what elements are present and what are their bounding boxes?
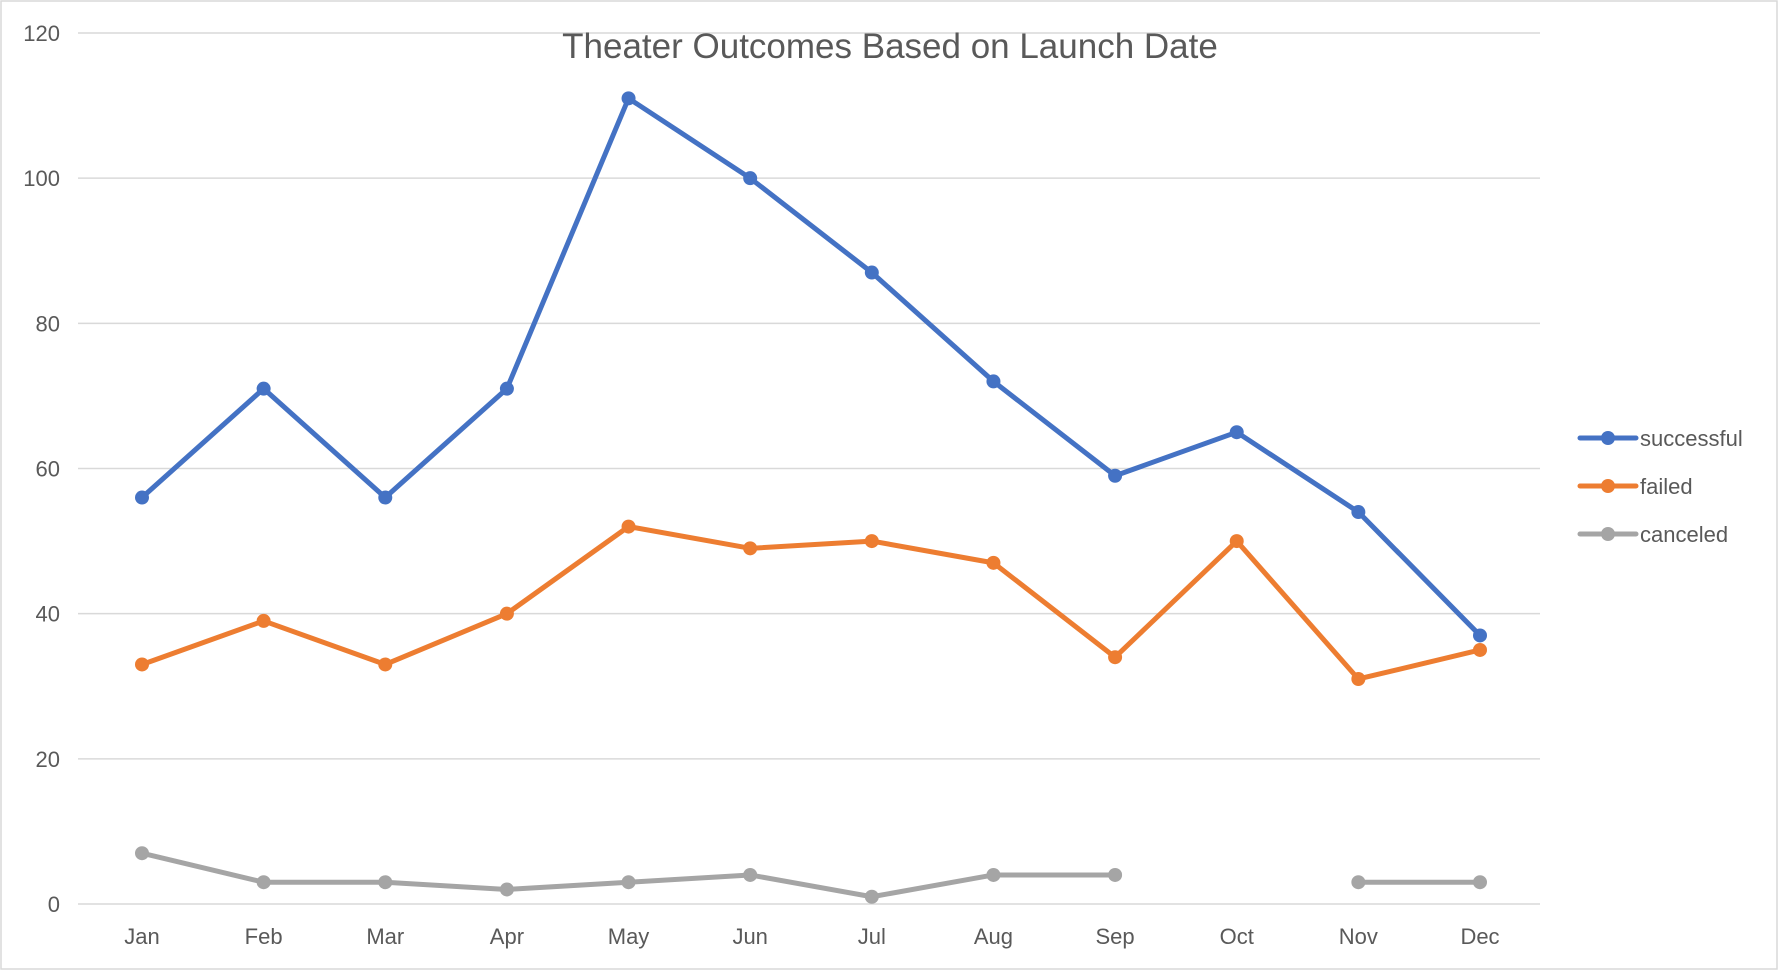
data-point-successful-apr <box>499 381 514 396</box>
data-point-successful-aug <box>986 374 1001 389</box>
data-point-failed-aug <box>986 555 1001 570</box>
data-point-canceled-mar <box>378 875 393 890</box>
data-point-failed-sep <box>1108 650 1123 665</box>
x-tick-label: Mar <box>366 924 404 949</box>
data-point-failed-dec <box>1473 642 1487 657</box>
data-point-canceled-aug <box>986 867 1001 882</box>
x-axis-tick-labels: Jan Feb Mar Apr May Jun Jul Aug Sep Oct Nov Dec <box>124 924 1499 949</box>
data-point-successful-jun <box>743 171 758 186</box>
gridlines <box>78 32 1540 905</box>
y-tick-label: 100 <box>23 166 60 191</box>
data-point-canceled-dec <box>1473 875 1487 890</box>
x-tick-label: Jun <box>732 924 767 949</box>
legend-marker-failed <box>1601 479 1615 493</box>
data-point-failed-jul <box>864 534 879 549</box>
data-point-successful-feb <box>256 381 271 396</box>
series-line-successful <box>139 95 1483 638</box>
data-point-successful-oct <box>1229 425 1244 440</box>
chart-title: Theater Outcomes Based on Launch Date <box>562 27 1218 66</box>
series-line-failed <box>139 524 1483 682</box>
data-point-canceled-nov <box>1351 875 1366 890</box>
x-tick-label: Dec <box>1460 924 1499 949</box>
legend-marker-canceled <box>1601 527 1615 541</box>
y-tick-label: 40 <box>36 602 60 627</box>
data-point-canceled-jul <box>864 889 879 904</box>
data-point-canceled-apr <box>499 882 514 897</box>
data-point-successful-jul <box>864 265 879 280</box>
x-tick-label: Jul <box>858 924 886 949</box>
series-lines <box>135 91 1487 904</box>
data-point-failed-jun <box>743 541 758 556</box>
x-tick-label: Oct <box>1220 924 1254 949</box>
data-point-successful-dec <box>1473 628 1487 643</box>
series-successful <box>135 91 1487 643</box>
data-point-canceled-jan <box>135 846 149 861</box>
data-point-successful-nov <box>1351 505 1366 520</box>
legend-marker-successful <box>1601 431 1615 445</box>
legend: successful failed canceled <box>1577 426 1743 547</box>
legend-item-canceled: canceled <box>1577 522 1728 547</box>
legend-item-failed: failed <box>1577 474 1693 499</box>
x-tick-label: May <box>608 924 650 949</box>
y-tick-label: 20 <box>36 747 60 772</box>
data-point-successful-jan <box>135 490 149 505</box>
series-canceled <box>135 846 1487 904</box>
legend-label-failed: failed <box>1640 474 1693 499</box>
x-tick-label: Aug <box>974 924 1013 949</box>
data-point-failed-feb <box>256 613 271 628</box>
data-point-failed-may <box>621 519 636 534</box>
data-point-successful-sep <box>1108 468 1123 483</box>
data-point-failed-mar <box>378 657 393 672</box>
data-point-failed-oct <box>1229 534 1244 549</box>
y-tick-label: 0 <box>48 892 60 917</box>
data-point-failed-apr <box>499 606 514 621</box>
legend-label-canceled: canceled <box>1640 522 1728 547</box>
y-tick-label: 80 <box>36 311 60 336</box>
data-point-canceled-jun <box>743 867 758 882</box>
legend-label-successful: successful <box>1640 426 1743 451</box>
data-point-failed-jan <box>135 657 149 672</box>
data-point-successful-mar <box>378 490 393 505</box>
y-axis-tick-labels: 0 20 40 60 80 100 120 <box>23 21 60 917</box>
y-tick-label: 120 <box>23 21 60 46</box>
data-point-successful-may <box>621 91 636 106</box>
data-point-canceled-may <box>621 875 636 890</box>
data-point-canceled-sep <box>1108 867 1123 882</box>
y-tick-label: 60 <box>36 457 60 482</box>
data-point-canceled-feb <box>256 875 271 890</box>
x-tick-label: Sep <box>1096 924 1135 949</box>
series-failed <box>135 519 1487 686</box>
x-tick-label: Jan <box>124 924 159 949</box>
x-tick-label: Feb <box>245 924 283 949</box>
data-point-failed-nov <box>1351 671 1366 686</box>
x-tick-label: Apr <box>490 924 524 949</box>
legend-item-successful: successful <box>1577 426 1743 451</box>
x-tick-label: Nov <box>1339 924 1378 949</box>
